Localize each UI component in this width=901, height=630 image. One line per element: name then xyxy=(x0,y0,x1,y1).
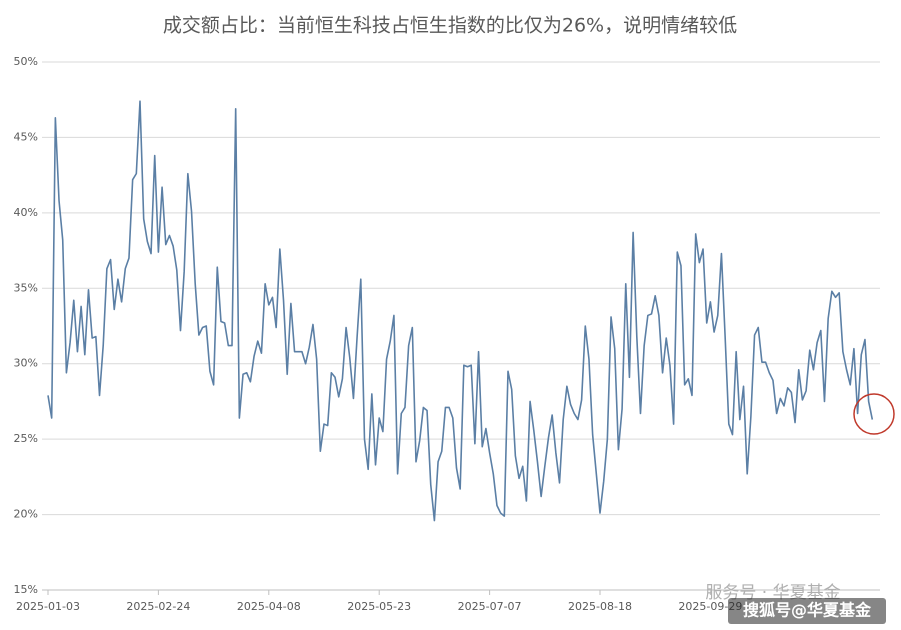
y-tick-label: 35% xyxy=(14,281,38,294)
y-tick-label: 50% xyxy=(14,55,38,68)
y-tick-label: 45% xyxy=(14,130,38,143)
line-series xyxy=(47,100,874,522)
x-tick-label: 2025-09-29 xyxy=(678,600,742,613)
highlight-circle xyxy=(853,393,895,435)
x-tick-label: 2025-01-03 xyxy=(16,600,80,613)
x-tick-label: 2025-08-18 xyxy=(568,600,632,613)
x-tick-label: 2025-02-24 xyxy=(126,600,190,613)
plot xyxy=(47,100,874,522)
grid: 15% 20% 25% 30% 35% 40% 45% 50% 2025-01-03 2025-0… xyxy=(14,55,880,613)
y-tick-label: 20% xyxy=(14,508,38,521)
watermark: 搜狐号@华夏基金 xyxy=(743,601,872,620)
x-tick-label: 2025-04-08 xyxy=(237,600,301,613)
y-tick-label: 30% xyxy=(14,357,38,370)
x-tick-label: 2025-07-07 xyxy=(458,600,522,613)
watermark-bg xyxy=(728,598,886,624)
y-tick-label: 40% xyxy=(14,206,38,219)
y-tick-label: 25% xyxy=(14,432,38,445)
x-tick-label: 2025-05-23 xyxy=(347,600,411,613)
chart-title: 成交额占比：当前恒生科技占恒生指数的比仅为26%，说明情绪较低 xyxy=(163,15,737,37)
y-tick-label: 15% xyxy=(14,583,38,596)
